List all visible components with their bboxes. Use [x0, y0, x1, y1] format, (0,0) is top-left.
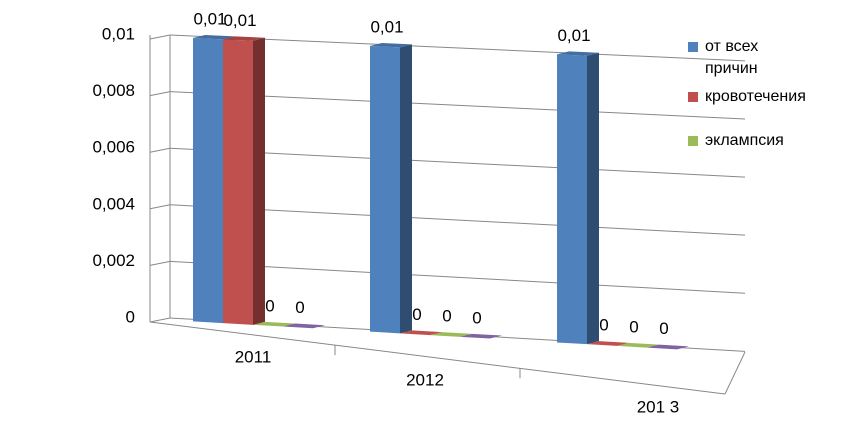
- y-tick-label: 0,008: [92, 81, 135, 100]
- y-tick-label: 0,002: [92, 251, 135, 270]
- bar-front: [557, 54, 587, 345]
- bar: [283, 323, 325, 329]
- bar-front: [223, 39, 253, 325]
- legend-item: кровотечения: [688, 86, 848, 108]
- bar: [587, 341, 629, 346]
- bar-side: [253, 37, 265, 325]
- bar: [223, 36, 265, 325]
- bar-top: [400, 330, 442, 336]
- data-label: 0: [442, 307, 451, 326]
- x-tick-label: 201 3: [637, 397, 680, 416]
- legend: от всех причин кровотечения эклампсия: [688, 36, 848, 152]
- bar: [617, 342, 659, 348]
- grid-line: [169, 204, 746, 236]
- legend-swatch: [688, 92, 698, 102]
- y-tick-label: 0,01: [102, 24, 135, 43]
- bar: [253, 321, 295, 327]
- bar-top: [460, 333, 502, 339]
- grid-line: [169, 34, 746, 62]
- data-label: 0: [472, 308, 481, 327]
- data-label: 0,01: [193, 10, 226, 29]
- bar-top: [283, 323, 325, 329]
- data-label: 0,01: [557, 26, 590, 45]
- bar-top: [370, 43, 412, 48]
- data-label: 0,01: [223, 11, 256, 30]
- bar-top: [647, 344, 689, 350]
- bar: [557, 51, 599, 345]
- data-label: 0,01: [370, 17, 403, 36]
- bar-top: [253, 321, 295, 327]
- data-label: 0: [265, 296, 274, 315]
- bar-top: [193, 35, 235, 40]
- grid-line: [169, 260, 746, 294]
- grid-line: [169, 91, 746, 120]
- bar-front: [193, 38, 223, 324]
- x-tick-label: 2012: [406, 370, 444, 389]
- bar-top: [557, 51, 599, 56]
- bar-top: [223, 36, 265, 41]
- legend-swatch: [688, 136, 698, 146]
- bar: [647, 344, 689, 350]
- bar-top: [617, 342, 659, 348]
- legend-label: кровотечения: [705, 88, 806, 105]
- y-tick: [149, 147, 171, 153]
- y-tick: [149, 204, 171, 210]
- data-label: 0: [412, 305, 421, 324]
- y-tick: [149, 91, 171, 97]
- legend-item: от всех причин: [688, 36, 800, 80]
- y-tick-label: 0,006: [92, 138, 135, 157]
- bar-front: [370, 46, 400, 334]
- y-tick: [149, 317, 171, 323]
- legend-label: эклампсия: [705, 132, 784, 149]
- legend-item: эклампсия: [688, 130, 848, 152]
- bar: [430, 332, 472, 337]
- data-label: 0: [295, 298, 304, 317]
- bar: [370, 43, 412, 334]
- x-tick-label: 2011: [235, 347, 272, 366]
- bar: [400, 330, 442, 336]
- y-tick: [149, 34, 171, 40]
- bar: [460, 333, 502, 339]
- grid-line: [169, 147, 746, 178]
- legend-label: от всех причин: [705, 38, 759, 77]
- data-label: 0: [659, 319, 668, 338]
- bar-side: [587, 52, 599, 345]
- bar-top: [587, 341, 629, 346]
- y-tick-label: 0,004: [92, 194, 135, 213]
- data-label: 0: [599, 316, 608, 335]
- bar-top: [430, 332, 472, 337]
- floor-edge: [724, 351, 746, 395]
- legend-swatch: [688, 42, 698, 52]
- y-tick-label: 0: [126, 307, 135, 326]
- floor-edge: [149, 321, 726, 395]
- y-tick: [149, 260, 171, 266]
- data-label: 0: [629, 317, 638, 336]
- bar-side: [400, 44, 412, 334]
